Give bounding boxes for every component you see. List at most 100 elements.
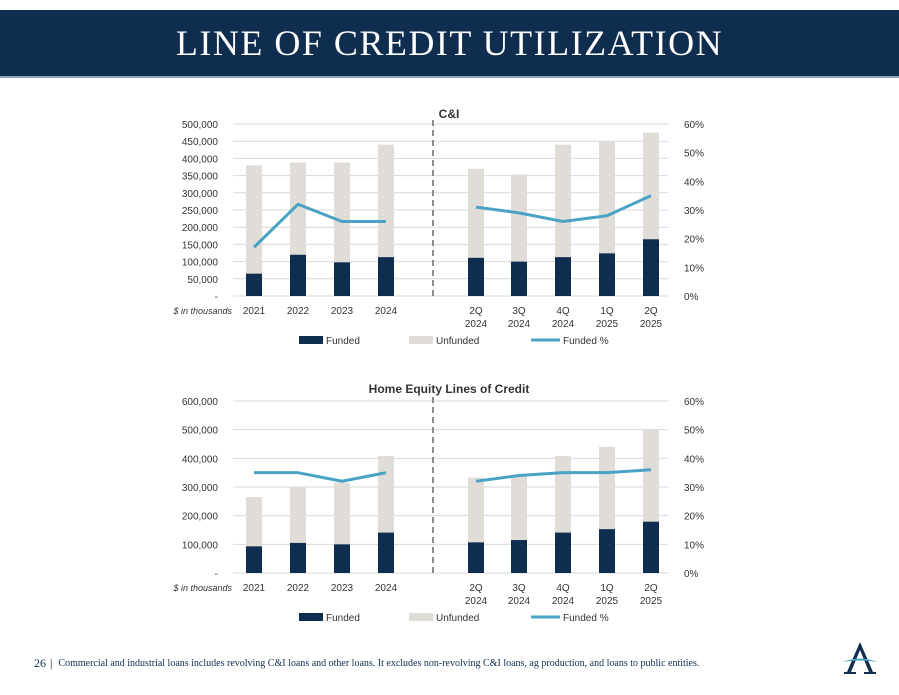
x-tick-label: 2025 bbox=[596, 319, 619, 330]
x-tick-label: 2024 bbox=[375, 583, 398, 594]
legend-label: Funded bbox=[326, 613, 360, 624]
bar-unfunded bbox=[334, 162, 350, 263]
page-number: 26 bbox=[34, 656, 46, 670]
x-tick-label: 2Q bbox=[644, 583, 658, 594]
bar-funded bbox=[555, 532, 571, 573]
y-tick-label: 100,000 bbox=[182, 258, 219, 269]
bar-funded bbox=[643, 239, 659, 296]
bar-funded bbox=[246, 273, 262, 296]
chart-title: C&I bbox=[439, 107, 460, 121]
legend-swatch-funded bbox=[299, 336, 323, 344]
y-tick-label: 400,000 bbox=[182, 454, 219, 465]
y-tick-label: 200,000 bbox=[182, 512, 219, 523]
bar-funded bbox=[290, 254, 306, 296]
y2-tick-label: 30% bbox=[684, 483, 704, 494]
bar-funded bbox=[599, 529, 615, 573]
heloc-chart: Home Equity Lines of Credit - 100,000 200,0… bbox=[172, 382, 704, 624]
legend-label: Funded bbox=[326, 336, 360, 347]
y-tick-label: 100,000 bbox=[182, 540, 219, 551]
bar-unfunded bbox=[290, 487, 306, 543]
footer: 26 | Commercial and industrial loans inc… bbox=[34, 656, 794, 671]
x-tick-label: 2022 bbox=[287, 306, 310, 317]
x-tick-label: 2Q bbox=[469, 583, 483, 594]
x-tick-label: 2025 bbox=[640, 596, 663, 607]
x-tick-label: 1Q bbox=[600, 583, 614, 594]
bar-funded bbox=[334, 544, 350, 573]
x-tick-label: 1Q bbox=[600, 306, 614, 317]
bar-unfunded bbox=[468, 168, 484, 258]
bar-funded bbox=[246, 546, 262, 573]
bar-funded bbox=[290, 542, 306, 573]
y-tick-label: 50,000 bbox=[187, 275, 218, 286]
y-tick-label: 400,000 bbox=[182, 154, 219, 165]
bar-funded bbox=[643, 521, 659, 573]
x-tick-label: 2024 bbox=[552, 596, 575, 607]
bar-unfunded bbox=[378, 456, 394, 533]
bar-unfunded bbox=[511, 174, 527, 262]
bar-unfunded bbox=[511, 476, 527, 541]
x-tick-label: 2021 bbox=[243, 583, 266, 594]
chart-title: Home Equity Lines of Credit bbox=[369, 382, 530, 396]
y2-tick-label: 0% bbox=[684, 292, 699, 303]
bar-unfunded bbox=[555, 456, 571, 533]
bar-funded bbox=[468, 257, 484, 296]
y2-tick-label: 30% bbox=[684, 206, 704, 217]
y2-tick-label: 60% bbox=[684, 397, 704, 408]
y2-tick-label: 40% bbox=[684, 177, 704, 188]
legend-swatch-unfunded bbox=[409, 336, 433, 344]
bar-unfunded bbox=[643, 132, 659, 240]
bar-unfunded bbox=[334, 482, 350, 545]
y-tick-label: 450,000 bbox=[182, 137, 219, 148]
bar-funded bbox=[555, 257, 571, 296]
legend-swatch-funded bbox=[299, 613, 323, 621]
bar-unfunded bbox=[468, 477, 484, 543]
bar-unfunded bbox=[599, 141, 615, 254]
legend-label: Funded % bbox=[563, 613, 609, 624]
x-tick-label: 2021 bbox=[243, 306, 266, 317]
funded-pct-line bbox=[475, 194, 652, 223]
y2-tick-label: 40% bbox=[684, 454, 704, 465]
x-tick-label: 2Q bbox=[469, 306, 483, 317]
y-tick-label: 200,000 bbox=[182, 223, 219, 234]
company-logo-icon bbox=[843, 642, 877, 674]
legend-label: Funded % bbox=[563, 336, 609, 347]
ci-chart: C&I - 50,000 100,000 150,000 200,000 250,000 30… bbox=[172, 107, 704, 347]
y2-tick-label: 50% bbox=[684, 426, 704, 437]
x-tick-label: 3Q bbox=[512, 306, 526, 317]
bar-unfunded bbox=[246, 165, 262, 274]
y-tick-label: 300,000 bbox=[182, 483, 219, 494]
y2-tick-label: 0% bbox=[684, 569, 699, 580]
y2-tick-label: 10% bbox=[684, 540, 704, 551]
x-tick-label: 2024 bbox=[508, 596, 531, 607]
y-tick-label: - bbox=[215, 569, 218, 580]
bar-unfunded bbox=[246, 497, 262, 547]
bar-funded bbox=[511, 540, 527, 573]
y-tick-label: 300,000 bbox=[182, 189, 219, 200]
funded-pct-line bbox=[254, 471, 387, 483]
footer-note: Commercial and industrial loans includes… bbox=[58, 658, 700, 669]
bar-funded bbox=[511, 261, 527, 296]
y-tick-label: 350,000 bbox=[182, 172, 219, 183]
x-tick-label: 4Q bbox=[556, 583, 570, 594]
units-note: $ in thousands bbox=[172, 306, 232, 316]
y2-tick-label: 50% bbox=[684, 149, 704, 160]
x-tick-label: 2024 bbox=[552, 319, 575, 330]
y2-tick-label: 60% bbox=[684, 120, 704, 131]
legend-swatch-unfunded bbox=[409, 613, 433, 621]
bar-unfunded bbox=[643, 429, 659, 522]
bar-unfunded bbox=[555, 144, 571, 258]
y-tick-label: 500,000 bbox=[182, 120, 219, 131]
x-tick-label: 2024 bbox=[508, 319, 531, 330]
funded-pct-line bbox=[475, 468, 652, 483]
funded-pct-line bbox=[252, 202, 386, 249]
legend-label: Unfunded bbox=[436, 336, 479, 347]
bar-funded bbox=[468, 542, 484, 573]
x-tick-label: 2024 bbox=[465, 319, 488, 330]
bar-funded bbox=[599, 253, 615, 296]
y-tick-label: - bbox=[215, 292, 218, 303]
bar-funded bbox=[334, 262, 350, 296]
x-tick-label: 2Q bbox=[644, 306, 658, 317]
page-title: LINE OF CREDIT UTILIZATION bbox=[175, 23, 724, 63]
legend-label: Unfunded bbox=[436, 613, 479, 624]
y2-tick-label: 20% bbox=[684, 235, 704, 246]
